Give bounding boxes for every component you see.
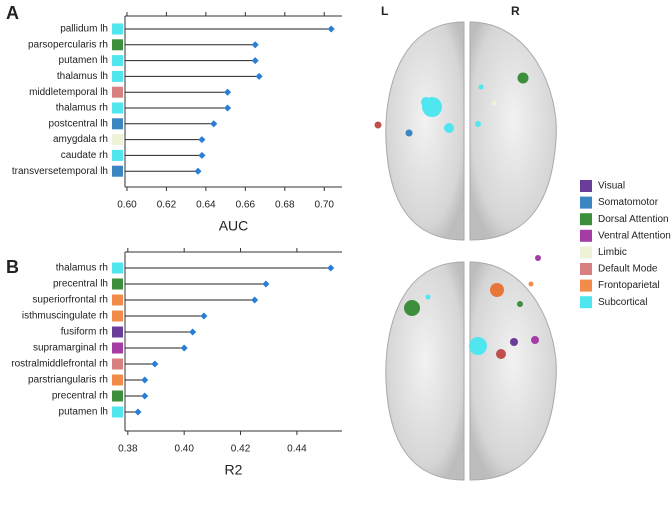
marker bbox=[255, 72, 263, 80]
y-tick-label: rostralmiddlefrontal rh bbox=[11, 359, 108, 370]
x-tick-label: 0.66 bbox=[236, 200, 256, 211]
legend-label: Somatomotor bbox=[598, 197, 659, 208]
x-tick-label: 0.42 bbox=[231, 444, 251, 455]
y-tick-label: thalamus rh bbox=[56, 103, 108, 114]
y-tick-label: parstriangularis rh bbox=[28, 375, 108, 386]
legend-swatch bbox=[580, 229, 592, 242]
y-tick-label: superiorfrontal rh bbox=[32, 295, 108, 306]
marker bbox=[251, 57, 259, 65]
network-square bbox=[112, 102, 123, 114]
x-tick-label: 0.38 bbox=[118, 444, 138, 455]
marker bbox=[327, 25, 335, 33]
y-tick-label: fusiform rh bbox=[61, 327, 108, 338]
network-square bbox=[112, 390, 123, 402]
y-tick-label: transversetemporal lh bbox=[12, 166, 108, 177]
network-square bbox=[112, 358, 123, 370]
network-square bbox=[112, 294, 123, 306]
legend-label: Frontoparietal bbox=[598, 280, 660, 291]
panel-label: B bbox=[6, 257, 19, 277]
x-tick-label: 0.40 bbox=[174, 444, 194, 455]
legend-label: Subcortical bbox=[598, 297, 647, 308]
marker bbox=[141, 376, 149, 384]
brain-label: L bbox=[381, 4, 388, 18]
y-tick-label: putamen lh bbox=[59, 55, 108, 66]
legend-swatch bbox=[580, 263, 592, 275]
x-tick-label: 0.62 bbox=[157, 200, 177, 211]
marker bbox=[200, 312, 208, 320]
y-tick-label: parsopercularis rh bbox=[28, 39, 108, 50]
y-tick-label: postcentral lh bbox=[49, 118, 108, 129]
x-axis-label: R2 bbox=[225, 462, 243, 478]
x-tick-label: 0.68 bbox=[275, 200, 295, 211]
marker bbox=[194, 167, 202, 175]
y-tick-label: thalamus lh bbox=[57, 71, 108, 82]
marker bbox=[134, 408, 142, 416]
y-tick-label: caudate rh bbox=[61, 150, 108, 161]
network-square bbox=[112, 406, 123, 418]
network-square bbox=[112, 374, 123, 386]
x-axis-label: AUC bbox=[219, 218, 249, 234]
marker bbox=[198, 151, 206, 159]
marker bbox=[262, 280, 270, 288]
legend-label: Visual bbox=[598, 181, 625, 192]
legend-label: Limbic bbox=[598, 247, 627, 258]
network-square bbox=[112, 326, 123, 338]
network-square bbox=[112, 70, 123, 82]
network-square bbox=[112, 149, 123, 161]
y-tick-label: pallidum lh bbox=[60, 24, 108, 35]
marker bbox=[151, 360, 159, 368]
brain-bottom bbox=[385, 255, 557, 481]
legend-swatch bbox=[580, 213, 592, 226]
brain-label: R bbox=[511, 4, 520, 18]
network-square bbox=[112, 278, 123, 290]
network-square bbox=[112, 342, 123, 354]
legend-swatch bbox=[580, 180, 592, 192]
legend-label: Ventral Attention bbox=[598, 230, 671, 241]
network-square bbox=[112, 23, 123, 35]
x-tick-label: 0.44 bbox=[287, 444, 307, 455]
legend-label: Dorsal Attention bbox=[598, 214, 669, 225]
y-tick-label: precentral rh bbox=[52, 391, 108, 402]
marker bbox=[189, 328, 197, 336]
marker bbox=[327, 264, 335, 272]
x-tick-label: 0.60 bbox=[117, 200, 137, 211]
brain-top bbox=[374, 21, 557, 241]
legend-swatch bbox=[580, 279, 592, 292]
network-square bbox=[112, 55, 123, 67]
network-square bbox=[112, 262, 123, 274]
marker bbox=[251, 296, 259, 304]
y-tick-label: precentral lh bbox=[53, 279, 108, 290]
marker bbox=[251, 41, 259, 49]
network-square bbox=[112, 134, 123, 146]
marker bbox=[180, 344, 188, 352]
x-tick-label: 0.70 bbox=[315, 200, 335, 211]
network-square bbox=[112, 118, 123, 130]
marker bbox=[141, 392, 149, 400]
y-tick-label: amygdala rh bbox=[53, 134, 108, 145]
marker bbox=[224, 88, 232, 96]
network-square bbox=[112, 86, 123, 98]
x-tick-label: 0.64 bbox=[196, 200, 216, 211]
network-square bbox=[112, 310, 123, 322]
panel-label: A bbox=[6, 3, 19, 23]
y-tick-label: putamen lh bbox=[59, 407, 108, 418]
y-tick-label: thalamus rh bbox=[56, 263, 108, 274]
network-square bbox=[112, 165, 123, 177]
y-tick-label: isthmuscingulate rh bbox=[22, 311, 108, 322]
legend-label: Default Mode bbox=[598, 264, 658, 275]
legend-swatch bbox=[580, 246, 592, 259]
network-square bbox=[112, 39, 123, 51]
marker bbox=[198, 136, 206, 144]
legend-swatch bbox=[580, 196, 592, 209]
y-tick-label: middletemporal lh bbox=[29, 87, 108, 98]
y-tick-label: supramarginal rh bbox=[33, 343, 108, 354]
legend-swatch bbox=[580, 296, 592, 309]
marker bbox=[210, 120, 218, 128]
marker bbox=[224, 104, 232, 112]
